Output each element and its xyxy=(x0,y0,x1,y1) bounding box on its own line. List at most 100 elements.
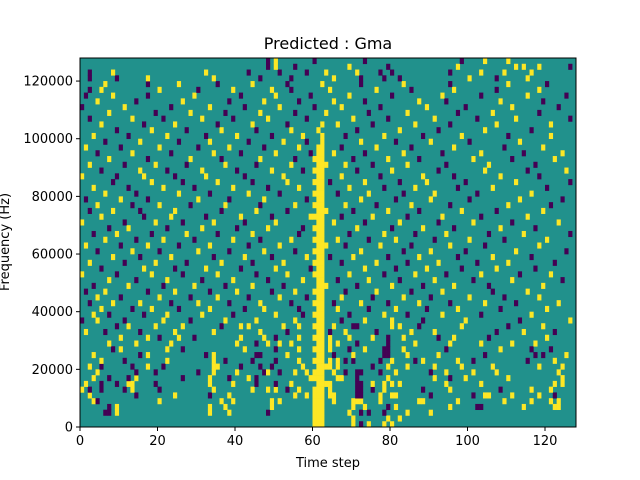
heatmap-cell xyxy=(525,357,530,364)
heatmap-cell xyxy=(204,132,209,140)
heatmap-cell xyxy=(510,156,515,163)
heatmap-cell xyxy=(374,202,379,209)
heatmap-cell xyxy=(390,357,395,364)
heatmap-cell xyxy=(103,81,108,88)
heatmap-cell xyxy=(556,398,561,405)
heatmap-cell xyxy=(227,375,232,382)
heatmap-cell xyxy=(541,352,546,359)
heatmap-cell xyxy=(122,104,127,111)
heatmap-cell xyxy=(506,375,511,382)
heatmap-cell xyxy=(386,363,391,370)
heatmap-cell xyxy=(506,202,511,209)
heatmap-cell xyxy=(316,392,321,399)
heatmap-cell xyxy=(316,300,321,307)
heatmap-cell xyxy=(320,294,325,301)
heatmap-cell xyxy=(436,127,441,134)
heatmap-cell xyxy=(440,288,445,295)
x-tick-label: 0 xyxy=(76,434,84,449)
heatmap-cell xyxy=(266,63,271,70)
heatmap-cell xyxy=(316,127,321,134)
heatmap-cell xyxy=(269,132,275,140)
heatmap-cell xyxy=(409,86,414,93)
heatmap-cell xyxy=(188,156,193,163)
heatmap-cell xyxy=(153,369,158,376)
heatmap-cell xyxy=(107,409,112,416)
heatmap-cell xyxy=(347,311,352,318)
heatmap-cell xyxy=(479,311,484,318)
heatmap-cell xyxy=(235,225,240,232)
heatmap-cell xyxy=(541,144,546,151)
heatmap-cell xyxy=(192,92,197,99)
heatmap-cell xyxy=(490,254,495,261)
heatmap-cell xyxy=(328,340,333,347)
heatmap-cell xyxy=(300,225,306,232)
heatmap-cell xyxy=(452,144,457,151)
heatmap-cell xyxy=(521,230,526,238)
heatmap-cell xyxy=(107,311,112,318)
heatmap-cell xyxy=(87,300,92,307)
heatmap-cell xyxy=(157,386,162,393)
heatmap-cell xyxy=(320,352,325,359)
heatmap-cell xyxy=(134,277,139,284)
heatmap-cell xyxy=(200,225,205,232)
heatmap-cell xyxy=(219,127,224,134)
heatmap-cell xyxy=(320,190,325,197)
heatmap-cell xyxy=(556,104,561,111)
heatmap-cell xyxy=(331,300,337,307)
heatmap-cell xyxy=(87,86,92,93)
heatmap-cell xyxy=(134,369,139,376)
heatmap-cell xyxy=(165,277,170,284)
heatmap-cell xyxy=(231,236,236,243)
heatmap-cell xyxy=(440,92,445,99)
heatmap-cell xyxy=(316,386,321,393)
heatmap-cell xyxy=(95,202,100,209)
heatmap-cell xyxy=(111,92,116,99)
heatmap-cell xyxy=(541,98,546,105)
heatmap-cell xyxy=(312,190,317,197)
heatmap-cell xyxy=(390,421,395,428)
heatmap-cell xyxy=(351,115,356,122)
heatmap-cell xyxy=(529,398,534,405)
heatmap-cell xyxy=(483,58,488,65)
heatmap-cell xyxy=(525,92,530,99)
heatmap-cell xyxy=(455,305,461,312)
heatmap-cell xyxy=(328,357,333,364)
heatmap-cell xyxy=(211,219,216,226)
heatmap-cell xyxy=(219,398,224,405)
heatmap-cell xyxy=(455,357,461,364)
heatmap-cell xyxy=(510,219,515,226)
heatmap-cell xyxy=(196,86,201,93)
heatmap-cell xyxy=(95,317,100,324)
heatmap-cell xyxy=(382,75,387,82)
heatmap-cell xyxy=(91,282,96,289)
heatmap-cell xyxy=(215,363,220,370)
heatmap-cell xyxy=(87,75,92,82)
heatmap-cell xyxy=(211,369,216,376)
heatmap-cell xyxy=(320,392,325,399)
heatmap-cell xyxy=(138,300,143,307)
heatmap-cell xyxy=(246,138,251,145)
heatmap-cell xyxy=(370,386,375,393)
heatmap-cell xyxy=(95,398,100,405)
heatmap-cell xyxy=(382,271,387,278)
heatmap-cell xyxy=(359,75,364,82)
heatmap-cell xyxy=(277,69,282,76)
heatmap-cell xyxy=(254,317,259,324)
heatmap-cell xyxy=(138,138,143,145)
heatmap-cell xyxy=(351,207,356,214)
heatmap-cell xyxy=(440,213,445,220)
heatmap-cell xyxy=(211,386,216,393)
heatmap-cell xyxy=(335,363,340,370)
heatmap-cell xyxy=(312,213,317,220)
heatmap-cell xyxy=(277,398,282,405)
heatmap-cell xyxy=(316,184,321,191)
heatmap-cell xyxy=(506,323,511,330)
heatmap-cell xyxy=(444,369,449,376)
heatmap-cell xyxy=(316,254,321,261)
heatmap-cell xyxy=(386,254,391,261)
heatmap-cell xyxy=(316,150,321,157)
heatmap-cell xyxy=(200,277,205,284)
heatmap-cell xyxy=(436,352,441,359)
heatmap-cell xyxy=(231,115,236,122)
heatmap-cell xyxy=(428,409,433,416)
